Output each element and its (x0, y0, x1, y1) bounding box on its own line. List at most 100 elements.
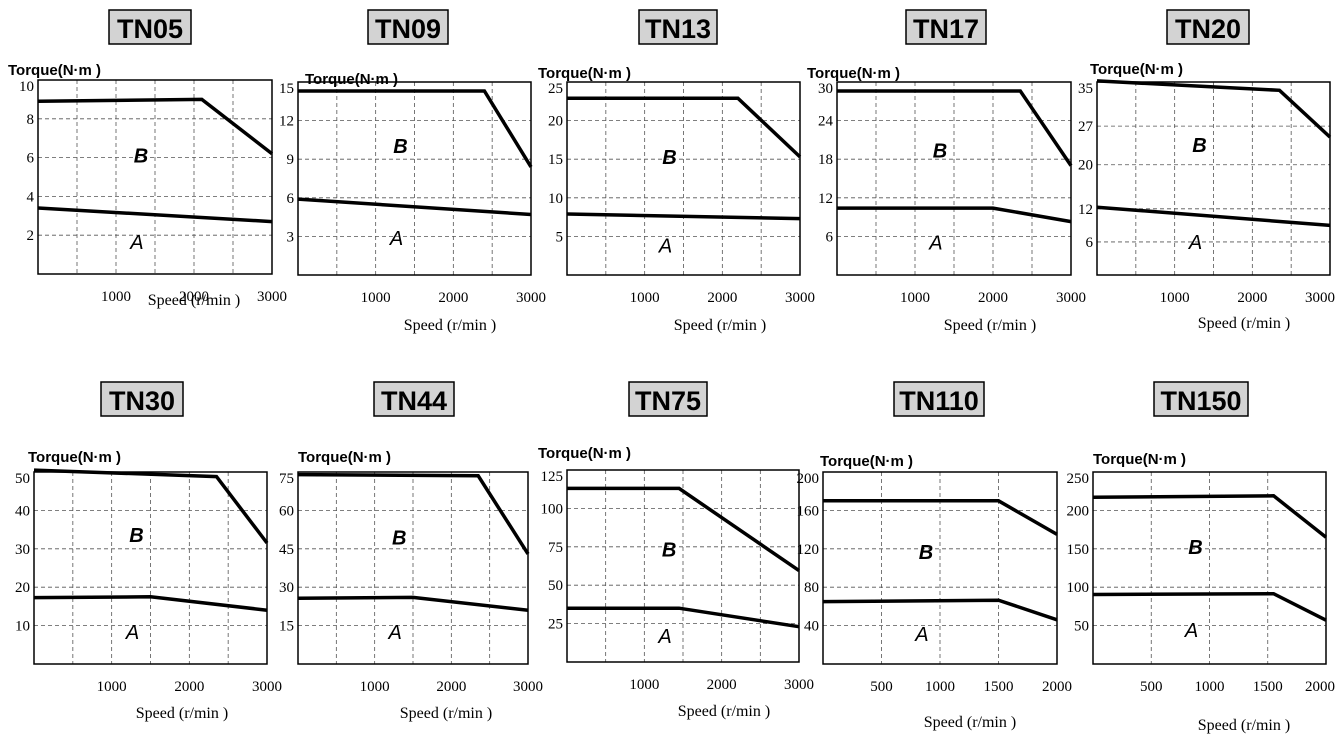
chart-title: TN17 (913, 14, 979, 44)
x-tick-label: 3000 (785, 290, 815, 306)
x-tick-label: 3000 (252, 679, 282, 695)
chart-title: TN30 (109, 386, 175, 416)
x-axis-label: Speed (r/min ) (404, 317, 496, 334)
chart-title: TN05 (117, 14, 183, 44)
region-label-a: A (914, 624, 928, 646)
x-tick-label: 3000 (1305, 290, 1335, 306)
region-label-a: A (388, 622, 402, 644)
max-torque-curve (33, 468, 269, 545)
x-tick-label: 1000 (361, 290, 391, 306)
region-label-a: A (658, 236, 672, 258)
rated-torque-curve (837, 206, 1072, 224)
x-tick-label: 2000 (707, 677, 737, 693)
y-tick-label: 45 (279, 542, 294, 558)
y-axis-label: Torque(N·m ) (807, 65, 900, 82)
region-label-b: B (662, 539, 676, 561)
x-tick-label: 1000 (97, 679, 127, 695)
y-tick-label: 30 (818, 81, 833, 97)
x-tick-label: 500 (1140, 679, 1163, 695)
x-tick-label: 2000 (174, 679, 204, 695)
x-axis-label: Speed (r/min ) (1198, 717, 1290, 734)
x-tick-label: 2000 (438, 290, 468, 306)
chart-title-box (638, 9, 718, 45)
y-tick-label: 100 (1067, 580, 1090, 596)
chart-title-box (1166, 9, 1250, 45)
region-label-a: A (389, 228, 403, 250)
rated-torque-curve (297, 197, 532, 217)
rated-torque-curve (1096, 205, 1331, 228)
x-tick-label: 2000 (1042, 679, 1072, 695)
chart-panel: TN150 50 100 150 200 250 500 1000 1500 2000 Torque… (1067, 381, 1335, 734)
region-label-b: B (1188, 537, 1202, 559)
chart-panel: TN75 25 50 75 100 125 1000 2000 3000 Torque(N·m )… (538, 381, 814, 720)
y-axis-label: Torque(N·m ) (538, 445, 631, 462)
y-tick-label: 12 (1078, 202, 1093, 218)
x-tick-label: 500 (870, 679, 893, 695)
y-axis-label: Torque(N·m ) (298, 449, 391, 466)
region-label-b: B (393, 136, 407, 158)
y-tick-label: 20 (548, 114, 563, 130)
region-label-b: B (134, 146, 148, 168)
rated-torque-curve (567, 606, 800, 629)
region-label-a: A (1188, 232, 1202, 254)
max-torque-curve (37, 97, 274, 156)
y-tick-label: 120 (797, 542, 820, 558)
y-tick-label: 15 (279, 81, 294, 97)
y-tick-label: 50 (1074, 619, 1089, 635)
y-axis-label: Torque(N·m ) (820, 453, 913, 470)
rated-torque-curve (33, 595, 268, 612)
plot-frame (836, 81, 1072, 276)
chart-title-box (100, 381, 184, 417)
rated-torque-curve (566, 212, 801, 221)
y-axis-label: Torque(N·m ) (538, 65, 631, 82)
x-tick-label: 2000 (707, 290, 737, 306)
chart-panel: TN05 2 4 6 8 10 1000 2000 3000 Torque(N·m ) Speed … (8, 9, 287, 309)
x-tick-label: 1000 (101, 289, 131, 305)
rated-torque-curve (297, 595, 529, 612)
y-tick-label: 75 (279, 471, 294, 487)
y-tick-label: 50 (548, 578, 563, 594)
x-tick-label: 1000 (630, 290, 660, 306)
y-tick-label: 6 (826, 229, 834, 245)
chart-title-box (373, 381, 455, 417)
y-tick-label: 12 (818, 191, 833, 207)
x-axis-label: Speed (r/min ) (148, 292, 240, 309)
plot-frame (1096, 81, 1331, 276)
region-label-b: B (662, 147, 676, 169)
region-label-b: B (919, 542, 933, 564)
y-tick-label: 30 (15, 542, 30, 558)
plot-frame (297, 471, 529, 665)
y-tick-label: 20 (1078, 158, 1093, 174)
y-tick-label: 40 (15, 503, 30, 519)
region-label-a: A (928, 233, 942, 255)
x-tick-label: 1000 (1195, 679, 1225, 695)
region-label-a: A (657, 626, 671, 648)
y-tick-label: 6 (287, 191, 295, 207)
chart-title: TN110 (899, 386, 979, 416)
x-tick-label: 2000 (1305, 679, 1335, 695)
x-axis-label: Speed (r/min ) (924, 714, 1016, 731)
max-torque-curve (823, 499, 1058, 536)
chart-title: TN44 (381, 386, 447, 416)
y-axis-label: Torque(N·m ) (1093, 451, 1186, 468)
y-tick-label: 30 (279, 580, 294, 596)
y-axis-label: Torque(N·m ) (305, 71, 398, 88)
rated-torque-curve (1092, 591, 1327, 622)
x-tick-label: 1000 (629, 677, 659, 693)
chart-panel: TN30 10 20 30 40 50 1000 2000 3000 Torque(N·m ) Sp… (15, 381, 282, 722)
y-tick-label: 35 (1078, 81, 1093, 97)
y-axis-label: Torque(N·m ) (8, 62, 101, 79)
y-tick-label: 200 (797, 471, 820, 487)
x-tick-label: 2000 (978, 290, 1008, 306)
plot-frame (37, 79, 273, 275)
region-label-a: A (129, 232, 143, 254)
x-tick-label: 1000 (900, 290, 930, 306)
region-label-b: B (933, 141, 947, 163)
y-tick-label: 6 (1086, 235, 1094, 251)
x-axis-label: Speed (r/min ) (400, 705, 492, 722)
y-tick-label: 80 (804, 580, 819, 596)
y-tick-label: 150 (1067, 542, 1090, 558)
plot-frame (566, 469, 800, 663)
y-axis-label: Torque(N·m ) (1090, 61, 1183, 78)
